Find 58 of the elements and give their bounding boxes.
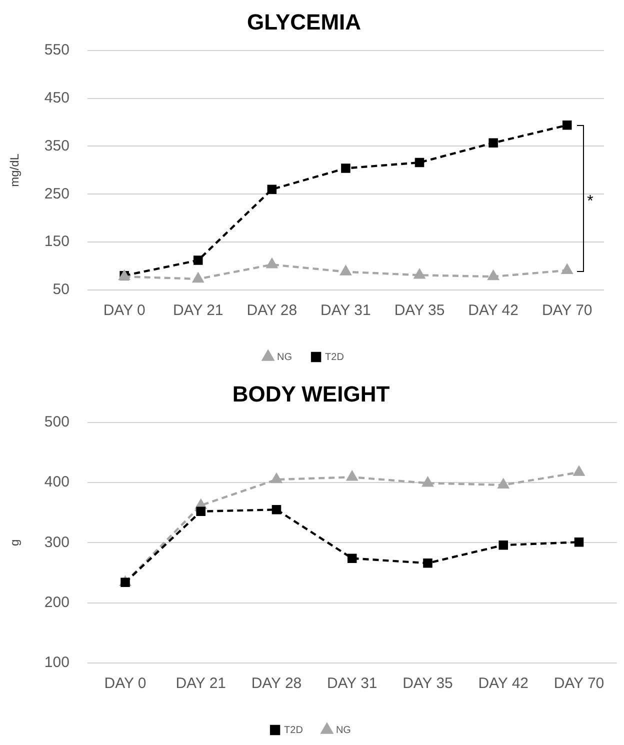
y-tick-label: 100 (44, 654, 70, 672)
y-tick-label: 150 (44, 233, 70, 250)
legend-label: T2D (325, 352, 344, 363)
point (193, 256, 203, 265)
y-tick-label: 550 (44, 42, 70, 59)
point (574, 466, 584, 476)
chart-title: GLYCEMIA (246, 9, 362, 34)
point (196, 506, 206, 516)
x-tick-label: DAY 21 (172, 302, 224, 320)
y-tick-label: 300 (44, 534, 70, 551)
x-tick-label: DAY 70 (554, 675, 604, 692)
point (488, 138, 498, 148)
x-tick-label: DAY 28 (251, 675, 302, 692)
legend-label: NG (336, 724, 352, 736)
x-tick-label: DAY 21 (176, 675, 226, 692)
x-tick-label: DAY 31 (326, 675, 378, 692)
point (562, 120, 572, 130)
point (341, 164, 350, 173)
x-tick-label: DAY 70 (542, 302, 592, 320)
point (574, 537, 584, 547)
point (414, 269, 425, 279)
y-tick-label: 400 (44, 474, 70, 491)
x-tick-label: DAY 0 (103, 302, 146, 320)
x-tick-label: DAY 35 (394, 302, 445, 320)
x-tick-label: DAY 42 (478, 675, 529, 692)
y-axis-title: mg/dL (8, 153, 22, 187)
y-tick-label: 250 (44, 185, 70, 202)
x-tick-label: DAY 42 (468, 302, 518, 320)
x-tick-label: DAY 28 (246, 302, 298, 320)
annotation: * (587, 193, 594, 210)
legend-label: T2D (284, 724, 303, 736)
x-tick-label: DAY 35 (402, 675, 453, 692)
point (120, 578, 130, 588)
point (192, 272, 204, 283)
point (340, 266, 352, 276)
point (488, 270, 499, 280)
y-tick-label: 450 (44, 89, 70, 106)
point (414, 158, 424, 168)
point (423, 558, 432, 568)
x-tick-label: DAY 31 (320, 302, 371, 320)
point (272, 504, 282, 514)
point (498, 478, 509, 489)
x-tick-label: DAY 0 (104, 675, 146, 692)
point (562, 264, 573, 274)
y-axis-title: g (8, 539, 22, 546)
point (271, 473, 282, 484)
point (267, 184, 277, 194)
y-tick-label: 50 (52, 281, 70, 298)
point (498, 540, 508, 550)
point (346, 471, 358, 481)
y-tick-label: 350 (44, 137, 70, 154)
legend-label: NG (277, 352, 292, 363)
point (266, 258, 278, 268)
chart-title: BODY WEIGHT (232, 381, 390, 406)
point (422, 477, 434, 487)
y-tick-label: 500 (44, 414, 70, 431)
y-tick-label: 200 (44, 594, 70, 611)
point (347, 554, 357, 563)
